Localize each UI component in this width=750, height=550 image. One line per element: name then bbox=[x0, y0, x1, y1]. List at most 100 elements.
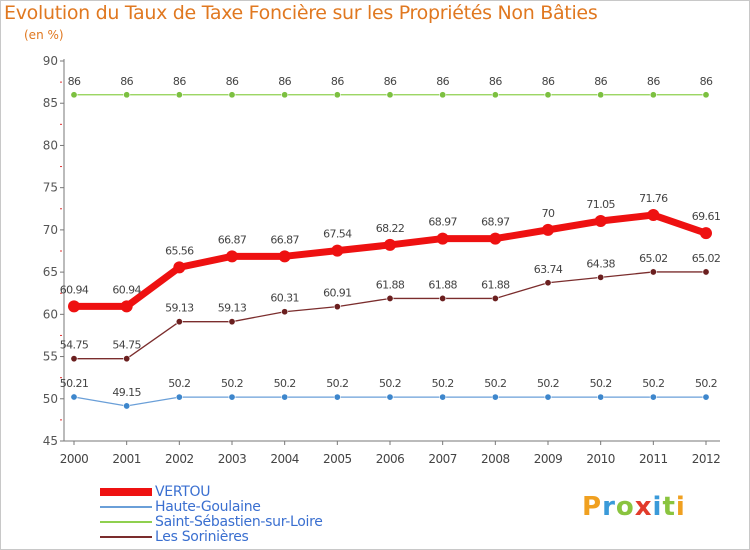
x-tick-label: 2000 bbox=[60, 452, 89, 466]
data-label-les-sorinieres: 63.74 bbox=[534, 263, 563, 276]
legend-label-vertou: VERTOU bbox=[155, 484, 211, 500]
data-label-vertou: 65.56 bbox=[165, 244, 194, 257]
y-tick-label: 75 bbox=[43, 181, 58, 195]
data-label-vertou: 66.87 bbox=[270, 233, 299, 246]
data-point-les-sorinieres bbox=[491, 294, 499, 302]
data-point-les-sorinieres bbox=[70, 355, 78, 363]
data-point-les-sorinieres bbox=[544, 279, 552, 287]
data-point-haute-goulaine bbox=[228, 393, 236, 401]
data-point-les-sorinieres bbox=[228, 318, 236, 326]
data-label-vertou: 68.97 bbox=[481, 216, 510, 229]
y-tick-label: 50 bbox=[43, 392, 58, 406]
data-point-vertou bbox=[700, 227, 712, 240]
data-point-les-sorinieres bbox=[649, 268, 657, 276]
data-label-les-sorinieres: 54.75 bbox=[112, 339, 141, 352]
legend-label-saint-sebastien: Saint-Sébastien-sur-Loire bbox=[155, 514, 323, 530]
y-tick-label: 60 bbox=[43, 307, 58, 321]
legend-swatch-les-sorinieres bbox=[100, 536, 152, 538]
x-tick-label: 2008 bbox=[481, 452, 510, 466]
data-point-vertou bbox=[542, 223, 554, 236]
data-label-saint-sebastien-sur-loire: 86 bbox=[436, 75, 449, 88]
data-label-saint-sebastien-sur-loire: 86 bbox=[542, 75, 555, 88]
data-label-vertou: 71.05 bbox=[586, 198, 615, 211]
logo-letter: P bbox=[582, 492, 603, 522]
data-label-vertou: 71.76 bbox=[639, 192, 668, 205]
data-label-haute-goulaine: 50.2 bbox=[326, 377, 348, 390]
data-point-les-sorinieres bbox=[281, 308, 289, 316]
data-point-saint-sebastien-sur-loire bbox=[123, 91, 131, 99]
data-label-les-sorinieres: 59.13 bbox=[218, 302, 247, 315]
data-point-les-sorinieres bbox=[439, 294, 447, 302]
data-label-haute-goulaine: 50.2 bbox=[274, 377, 296, 390]
data-label-les-sorinieres: 59.13 bbox=[165, 302, 194, 315]
data-label-vertou: 60.94 bbox=[112, 283, 141, 296]
data-label-saint-sebastien-sur-loire: 86 bbox=[700, 75, 713, 88]
logo-letter: t bbox=[662, 492, 676, 522]
data-point-vertou bbox=[68, 300, 80, 313]
data-point-saint-sebastien-sur-loire bbox=[175, 91, 183, 99]
y-tick-label: 85 bbox=[43, 96, 58, 110]
data-label-haute-goulaine: 50.2 bbox=[537, 377, 559, 390]
data-label-saint-sebastien-sur-loire: 86 bbox=[120, 75, 133, 88]
logo-letter: x bbox=[634, 492, 653, 522]
data-point-haute-goulaine bbox=[333, 393, 341, 401]
data-label-vertou: 68.22 bbox=[376, 222, 405, 235]
data-label-les-sorinieres: 61.88 bbox=[481, 278, 510, 291]
data-label-les-sorinieres: 60.31 bbox=[270, 292, 299, 305]
y-tick-label: 55 bbox=[43, 350, 58, 364]
data-label-les-sorinieres: 65.02 bbox=[692, 252, 721, 265]
data-point-haute-goulaine bbox=[281, 393, 289, 401]
logo-letter: r bbox=[602, 492, 616, 522]
data-label-saint-sebastien-sur-loire: 86 bbox=[489, 75, 502, 88]
data-point-haute-goulaine bbox=[702, 393, 710, 401]
data-label-saint-sebastien-sur-loire: 86 bbox=[226, 75, 239, 88]
data-point-haute-goulaine bbox=[544, 393, 552, 401]
data-point-vertou bbox=[226, 250, 238, 263]
data-point-haute-goulaine bbox=[386, 393, 394, 401]
data-point-haute-goulaine bbox=[491, 393, 499, 401]
data-label-saint-sebastien-sur-loire: 86 bbox=[278, 75, 291, 88]
data-point-vertou bbox=[384, 238, 396, 251]
data-label-haute-goulaine: 50.2 bbox=[484, 377, 506, 390]
data-label-les-sorinieres: 54.75 bbox=[60, 339, 89, 352]
data-point-vertou bbox=[278, 250, 291, 263]
data-point-haute-goulaine bbox=[439, 393, 447, 401]
x-tick-label: 2006 bbox=[376, 452, 405, 466]
data-point-vertou bbox=[647, 209, 660, 222]
data-label-saint-sebastien-sur-loire: 86 bbox=[173, 75, 186, 88]
data-label-les-sorinieres: 61.88 bbox=[376, 278, 405, 291]
data-point-haute-goulaine bbox=[649, 393, 657, 401]
chart-title: Evolution du Taux de Taxe Foncière sur l… bbox=[4, 2, 598, 24]
data-label-saint-sebastien-sur-loire: 86 bbox=[384, 75, 397, 88]
data-label-haute-goulaine: 50.2 bbox=[695, 377, 717, 390]
data-point-saint-sebastien-sur-loire bbox=[544, 91, 552, 99]
data-point-les-sorinieres bbox=[123, 355, 131, 363]
data-point-vertou bbox=[594, 215, 607, 228]
data-label-vertou: 68.97 bbox=[428, 216, 457, 229]
data-point-les-sorinieres bbox=[386, 294, 394, 302]
x-tick-label: 2002 bbox=[165, 452, 194, 466]
x-tick-label: 2004 bbox=[270, 452, 299, 466]
data-point-les-sorinieres bbox=[333, 303, 341, 311]
data-point-haute-goulaine bbox=[70, 393, 78, 401]
x-tick-label: 2003 bbox=[218, 452, 247, 466]
logo-letter: o bbox=[615, 492, 635, 522]
data-label-les-sorinieres: 65.02 bbox=[639, 252, 668, 265]
x-tick-label: 2009 bbox=[534, 452, 563, 466]
x-tick-label: 2011 bbox=[639, 452, 668, 466]
x-tick-label: 2010 bbox=[586, 452, 615, 466]
legend-swatch-haute-goulaine bbox=[100, 506, 152, 508]
legend-swatch-vertou bbox=[100, 488, 152, 496]
y-tick-label: 65 bbox=[43, 265, 58, 279]
data-point-saint-sebastien-sur-loire bbox=[70, 91, 78, 99]
x-tick-label: 2007 bbox=[428, 452, 457, 466]
data-label-haute-goulaine: 50.2 bbox=[432, 377, 454, 390]
data-point-saint-sebastien-sur-loire bbox=[228, 91, 236, 99]
data-point-vertou bbox=[331, 244, 344, 257]
data-label-saint-sebastien-sur-loire: 86 bbox=[331, 75, 344, 88]
data-label-vertou: 60.94 bbox=[60, 283, 89, 296]
y-tick-label: 90 bbox=[43, 54, 58, 68]
data-point-vertou bbox=[173, 261, 186, 274]
data-label-haute-goulaine: 50.21 bbox=[60, 377, 89, 390]
